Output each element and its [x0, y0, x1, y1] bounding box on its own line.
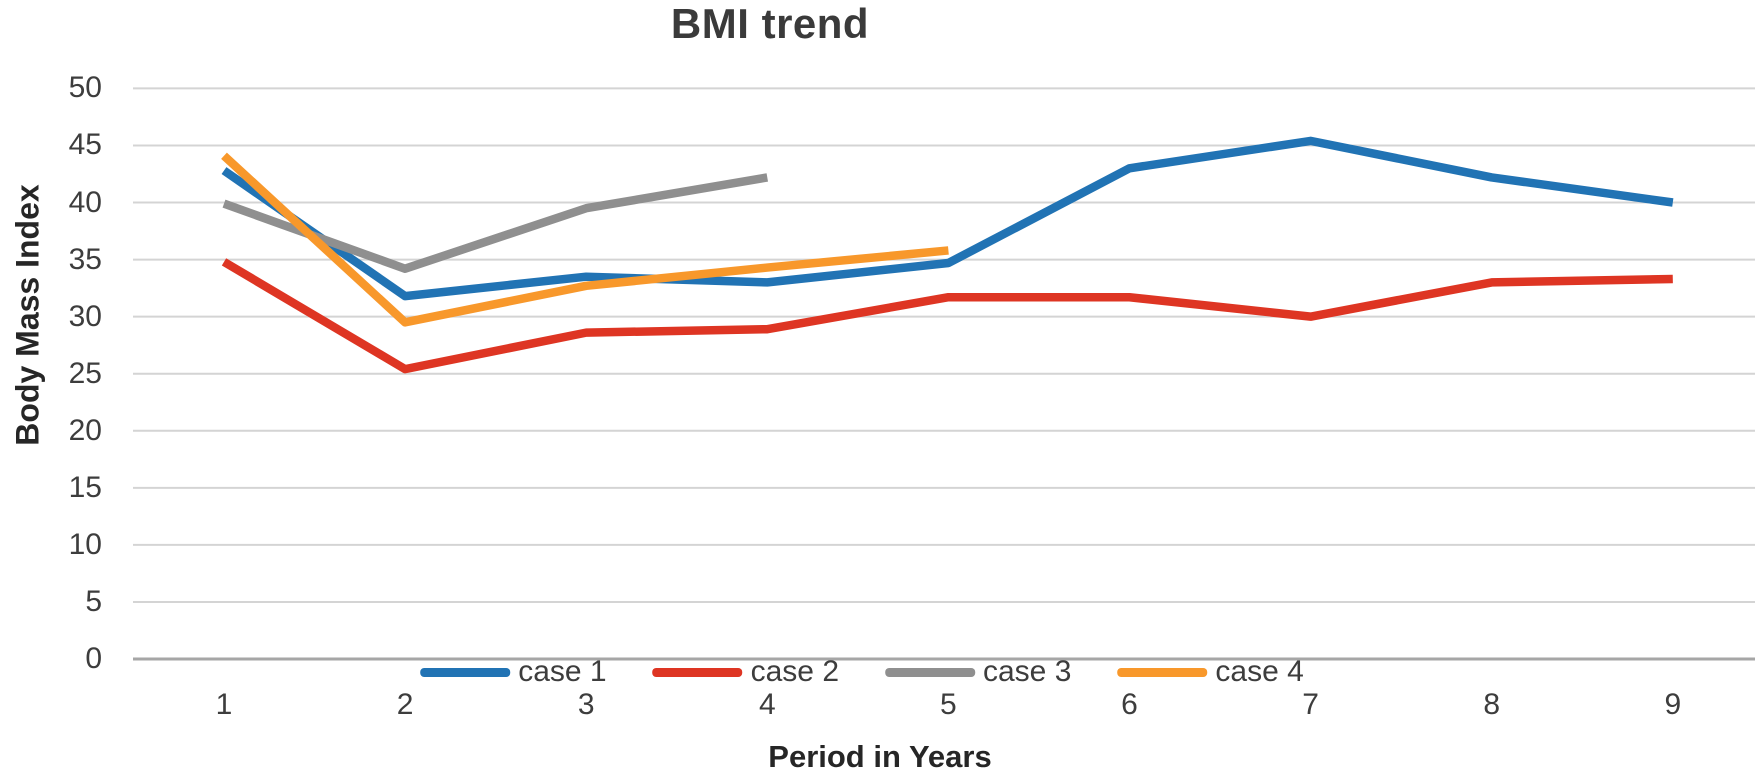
legend-label: case 3: [983, 655, 1072, 688]
chart-title: BMI trend: [670, 0, 870, 47]
y-tick-label: 25: [68, 356, 102, 390]
y-tick-label: 20: [68, 413, 102, 447]
legend-item-case-3: case 3: [885, 655, 1071, 689]
x-tick-label: 2: [396, 688, 414, 721]
x-tick-label: 5: [940, 688, 957, 721]
y-tick-label: 35: [68, 242, 102, 276]
legend-item-case-4: case 4: [1117, 655, 1304, 689]
legend-label: case 1: [518, 655, 607, 688]
x-tick-label: 1: [215, 688, 233, 721]
x-tick-label: 3: [577, 688, 595, 721]
y-tick-label: 50: [68, 71, 102, 105]
y-tick-label: 0: [85, 642, 102, 675]
x-axis-title: Period in Years: [768, 739, 992, 774]
legend-swatch-icon: [420, 667, 511, 677]
y-tick-label: 15: [68, 470, 102, 504]
series-line-case-2: [221, 258, 1673, 374]
x-tick-label: 9: [1664, 688, 1682, 721]
x-tick-label: 7: [1302, 688, 1319, 721]
series-line-case-1: [221, 136, 1674, 301]
y-tick-label: 5: [85, 584, 102, 618]
y-tick-label: 10: [68, 527, 102, 561]
x-tick-label: 8: [1483, 688, 1501, 721]
legend-item-case-2: case 2: [652, 655, 839, 689]
x-tick-label: 6: [1121, 688, 1138, 721]
y-tick-label: 45: [68, 128, 102, 162]
legend-item-case-1: case 1: [420, 655, 607, 689]
y-tick-label: 40: [68, 185, 102, 219]
legend-label: case 4: [1215, 655, 1304, 688]
legend: case 1 case 2 case 3 case 4: [420, 652, 1304, 692]
legend-swatch-icon: [1117, 667, 1208, 677]
legend-label: case 2: [750, 655, 839, 688]
legend-swatch-icon: [885, 667, 975, 677]
series-line-case-4: [221, 152, 949, 327]
legend-swatch-icon: [652, 667, 743, 677]
x-tick-label: 4: [758, 688, 776, 721]
y-tick-label: 30: [68, 299, 102, 333]
